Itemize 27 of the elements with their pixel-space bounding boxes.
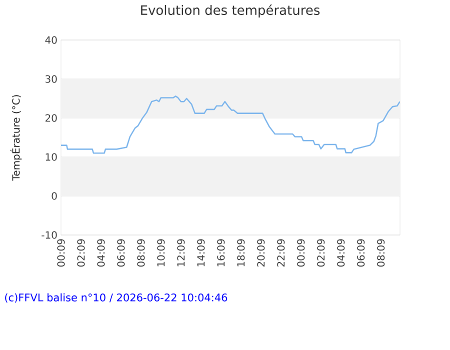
x-tick-label: 06:09 bbox=[357, 239, 365, 267]
y-tick-label: 20 bbox=[45, 114, 57, 122]
x-tick-label: 22:09 bbox=[277, 239, 285, 267]
chart-title: Evolution des températures bbox=[141, 4, 320, 18]
y-axis-title: TempÉrature (°C) bbox=[10, 95, 22, 181]
line-series bbox=[61, 96, 400, 154]
x-tick-label: 10:09 bbox=[157, 239, 165, 266]
y-tick-label: 10 bbox=[46, 153, 57, 161]
x-tick-label: 18:09 bbox=[237, 239, 245, 266]
text: (c)FFVL balise n°10 / 2026-06-22 10:04:46 bbox=[5, 293, 228, 303]
y-tick-label: -10 bbox=[42, 231, 57, 239]
x-tick-label: 00:09 bbox=[57, 239, 65, 267]
x-tick-label: 08:09 bbox=[137, 239, 145, 267]
y-tick-label: 30 bbox=[46, 75, 57, 83]
x-tick-label: 02:09 bbox=[317, 239, 325, 267]
x-tick-label: 16:09 bbox=[217, 239, 225, 266]
x-tick-label: 12:09 bbox=[177, 239, 185, 266]
x-tick-label: 06:09 bbox=[117, 239, 125, 267]
y-tick-label: 40 bbox=[45, 36, 57, 44]
x-tick-label: 08:09 bbox=[377, 239, 385, 267]
x-tick-label: 20:09 bbox=[257, 239, 265, 267]
x-tick-label: 00:09 bbox=[297, 239, 305, 267]
x-tick-label: 04:09 bbox=[97, 239, 105, 267]
y-tick-label: 0 bbox=[52, 192, 57, 200]
x-tick-label: 04:09 bbox=[337, 239, 345, 267]
x-tick-label: 14:09 bbox=[197, 239, 205, 266]
x-tick-label: 02:09 bbox=[77, 239, 85, 267]
